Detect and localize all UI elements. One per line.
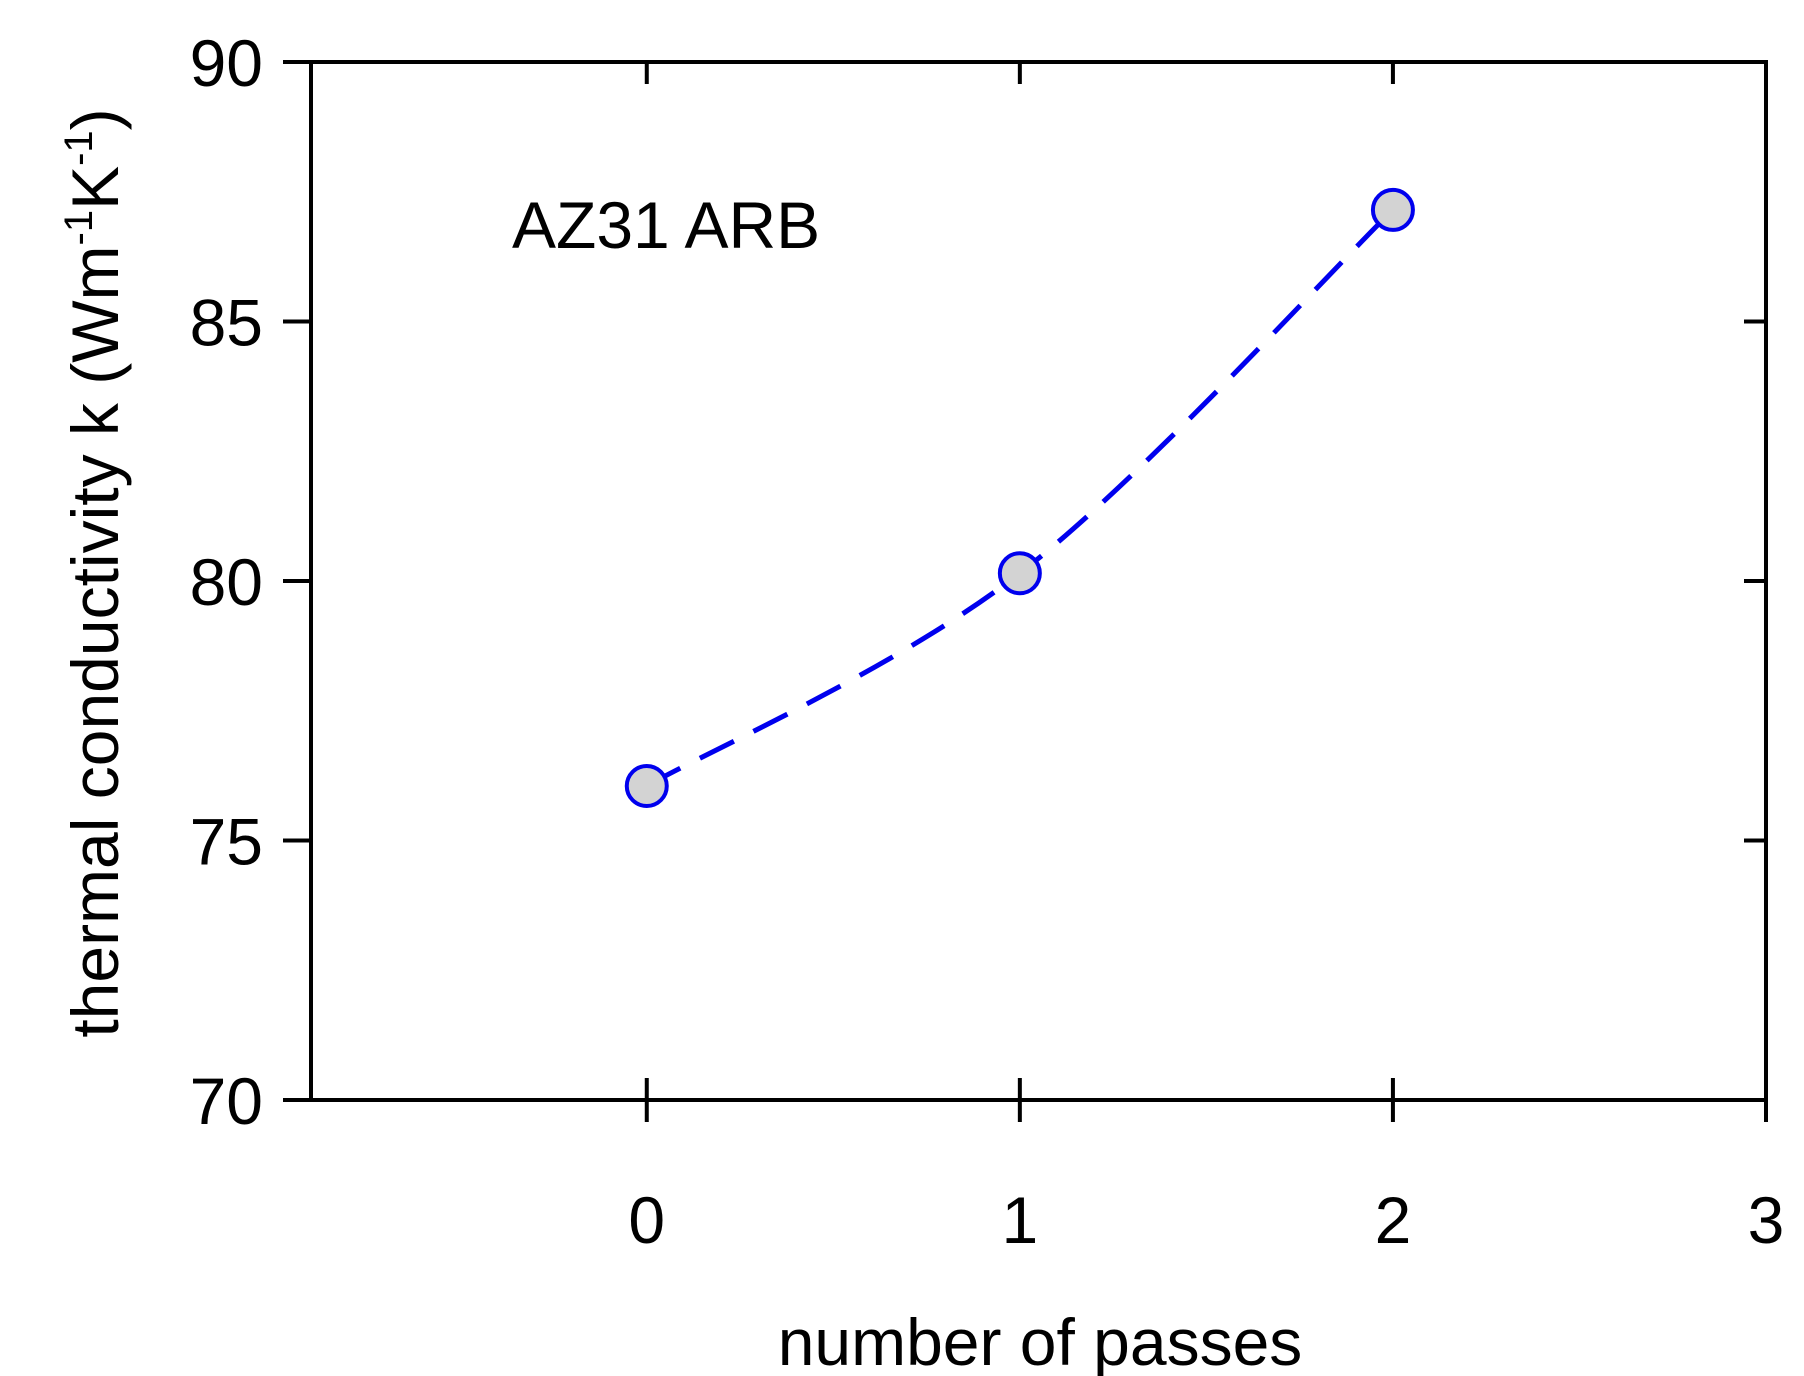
x-tick-label: 2	[1375, 1183, 1412, 1257]
y-axis-title: thermal conductivity k (Wm-1K-1)	[57, 108, 132, 1037]
y-axis-title-sup2: -1	[57, 130, 101, 166]
data-point	[624, 764, 669, 809]
y-tick-label: 80	[190, 545, 263, 619]
y-tick-label: 90	[190, 26, 263, 100]
y-tick-label: 75	[190, 805, 263, 879]
series-line	[645, 208, 1395, 789]
y-tick-label: 85	[190, 286, 263, 360]
x-tick-label: 1	[1001, 1183, 1038, 1257]
y-tick-label: 70	[190, 1064, 263, 1138]
series-layer	[624, 187, 1415, 809]
data-point	[997, 551, 1042, 596]
data-point	[1370, 187, 1415, 232]
y-axis-title-mid: K	[58, 166, 132, 210]
x-tick-label: 3	[1748, 1183, 1785, 1257]
x-axis-title: number of passes	[778, 1305, 1303, 1376]
y-axis-title-sup1: -1	[57, 210, 101, 246]
y-axis-title-close: )	[58, 108, 132, 130]
y-axis-title-main: thermal conductivity k (Wm	[58, 246, 132, 1038]
chart-annotation: AZ31 ARB	[512, 188, 820, 262]
axes: 0 1 2 3 70 75 80 85 90	[190, 26, 1785, 1257]
x-tick-label: 0	[628, 1183, 665, 1257]
